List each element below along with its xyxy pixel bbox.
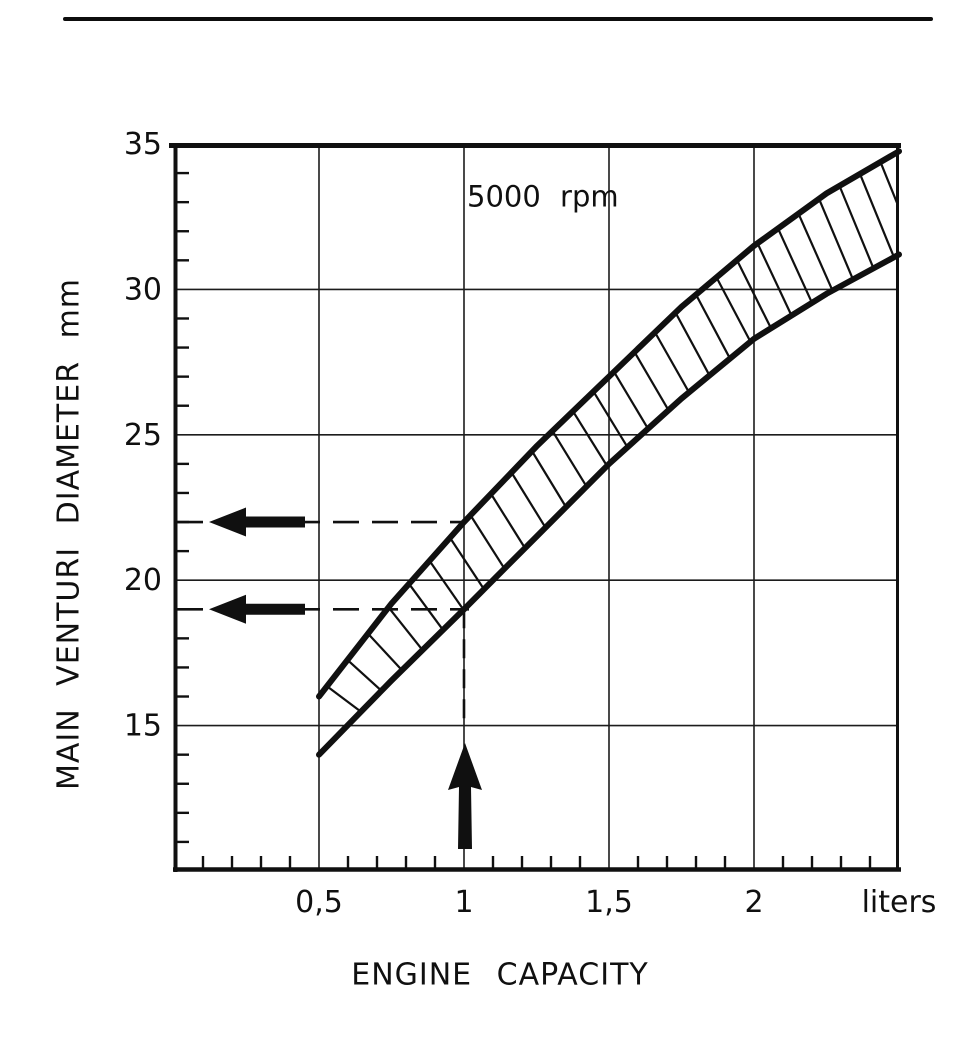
y-tick-label-25: 25 bbox=[124, 418, 162, 453]
hatch-line bbox=[613, 371, 649, 430]
hatch-line bbox=[490, 493, 526, 549]
hatch-line bbox=[695, 294, 731, 360]
arrow-left-max-diameter-icon bbox=[209, 507, 305, 537]
hatch-line bbox=[428, 560, 465, 611]
x-axis-label: ENGINE CAPACITY bbox=[351, 957, 649, 993]
hatch-line bbox=[633, 351, 670, 411]
hatch-line bbox=[858, 173, 896, 258]
y-axis-label: MAIN VENTURI DIAMETER mm bbox=[51, 277, 87, 791]
hatch-line bbox=[346, 659, 383, 692]
hatch-line bbox=[551, 430, 588, 488]
band-lower-curve bbox=[316, 251, 902, 758]
x-tick-label-2: 2 bbox=[744, 885, 763, 920]
hatch-line bbox=[879, 161, 899, 247]
hatch-line bbox=[510, 471, 547, 529]
y-tick-label-20: 20 bbox=[124, 563, 162, 598]
hatch-line bbox=[715, 276, 752, 343]
hatch-line bbox=[367, 632, 403, 671]
hatch-line bbox=[449, 537, 485, 590]
hatch-line bbox=[654, 331, 690, 393]
arrow-left-min-diameter-icon bbox=[209, 594, 305, 624]
y-tick-label-15: 15 bbox=[124, 709, 162, 744]
x-unit-label: liters bbox=[862, 885, 937, 920]
x-tick-label-1,5: 1,5 bbox=[585, 885, 633, 920]
x-tick-label-0,5: 0,5 bbox=[295, 885, 343, 920]
hatch-line bbox=[408, 583, 444, 631]
hatch-line bbox=[592, 390, 629, 448]
hatch-line bbox=[387, 606, 424, 651]
hatch-line bbox=[469, 514, 506, 570]
hatch-line bbox=[838, 185, 875, 269]
hatch-line bbox=[817, 198, 855, 280]
band-upper-curve bbox=[316, 148, 902, 700]
hatch-line bbox=[776, 227, 814, 304]
y-tick-label-30: 30 bbox=[124, 272, 162, 307]
hatch-line bbox=[797, 213, 834, 291]
hatch-line bbox=[531, 450, 567, 508]
band-hatching bbox=[326, 161, 899, 713]
hatch-line bbox=[572, 410, 608, 467]
hatch-line bbox=[326, 685, 362, 713]
hatch-line bbox=[674, 312, 711, 376]
rpm-annotation: 5000 rpm bbox=[467, 179, 619, 214]
y-tick-label-35: 35 bbox=[124, 127, 162, 162]
hatch-line bbox=[736, 259, 772, 329]
page-top-rule bbox=[63, 17, 933, 21]
arrow-up-capacity-icon bbox=[448, 743, 482, 849]
hatch-line bbox=[756, 242, 793, 316]
x-tick-label-1: 1 bbox=[454, 885, 473, 920]
